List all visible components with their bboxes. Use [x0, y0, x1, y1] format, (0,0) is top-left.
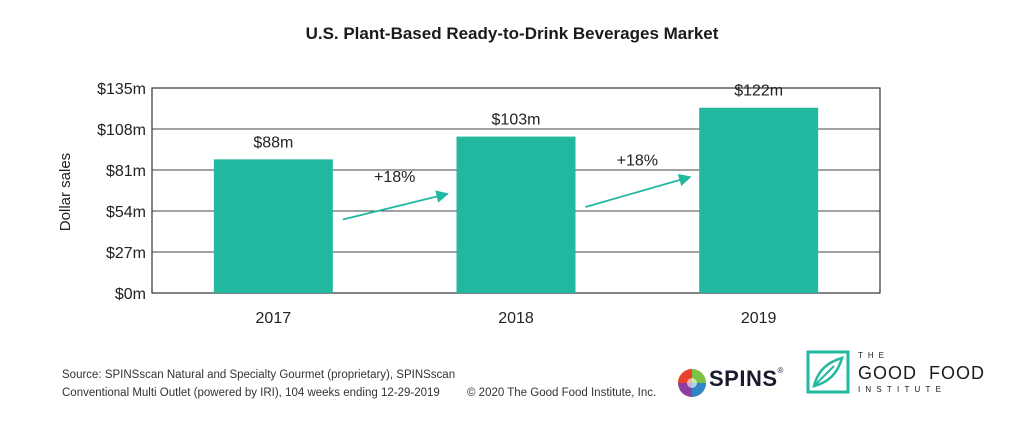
x-tick-label: 2018 — [498, 310, 534, 327]
growth-arrow — [585, 173, 692, 208]
x-tick-label: 2019 — [741, 310, 777, 327]
bar-value-label: $122m — [734, 83, 783, 100]
source-note: Source: SPINSscan Natural and Specialty … — [62, 366, 462, 402]
y-tick-label: $81m — [106, 163, 146, 180]
gfi-logo-line2: GOOD FOOD — [858, 363, 985, 383]
bar — [456, 136, 576, 293]
growth-arrow — [342, 190, 449, 221]
chart-title: U.S. Plant-Based Ready-to-Drink Beverage… — [305, 24, 719, 43]
copyright-notice: © 2020 The Good Food Institute, Inc. — [467, 387, 657, 399]
x-tick-label: 2017 — [256, 310, 292, 327]
y-tick-label: $27m — [106, 245, 146, 262]
source-line-2: Conventional Multi Outlet (powered by IR… — [62, 387, 440, 399]
y-axis-label: Dollar sales — [57, 153, 74, 231]
bar — [213, 159, 333, 293]
spins-globe-icon — [678, 369, 706, 397]
y-tick-label: $108m — [97, 122, 146, 139]
y-tick-label: $0m — [115, 286, 146, 303]
spins-logo-text: SPINS® — [709, 366, 784, 391]
gfi-logo-line3: INSTITUTE — [858, 385, 947, 394]
growth-label: +18% — [374, 169, 415, 186]
gfi-leaf-icon — [806, 350, 850, 394]
growth-label: +18% — [617, 152, 658, 169]
bar-value-label: $88m — [253, 134, 293, 151]
gfi-logo-line1: THE — [858, 351, 889, 360]
y-tick-label: $54m — [106, 204, 146, 221]
y-tick-label: $135m — [97, 81, 146, 98]
bar — [699, 107, 819, 293]
bar-value-label: $103m — [492, 112, 541, 129]
source-line-1: Source: SPINSscan Natural and Specialty … — [62, 369, 456, 381]
